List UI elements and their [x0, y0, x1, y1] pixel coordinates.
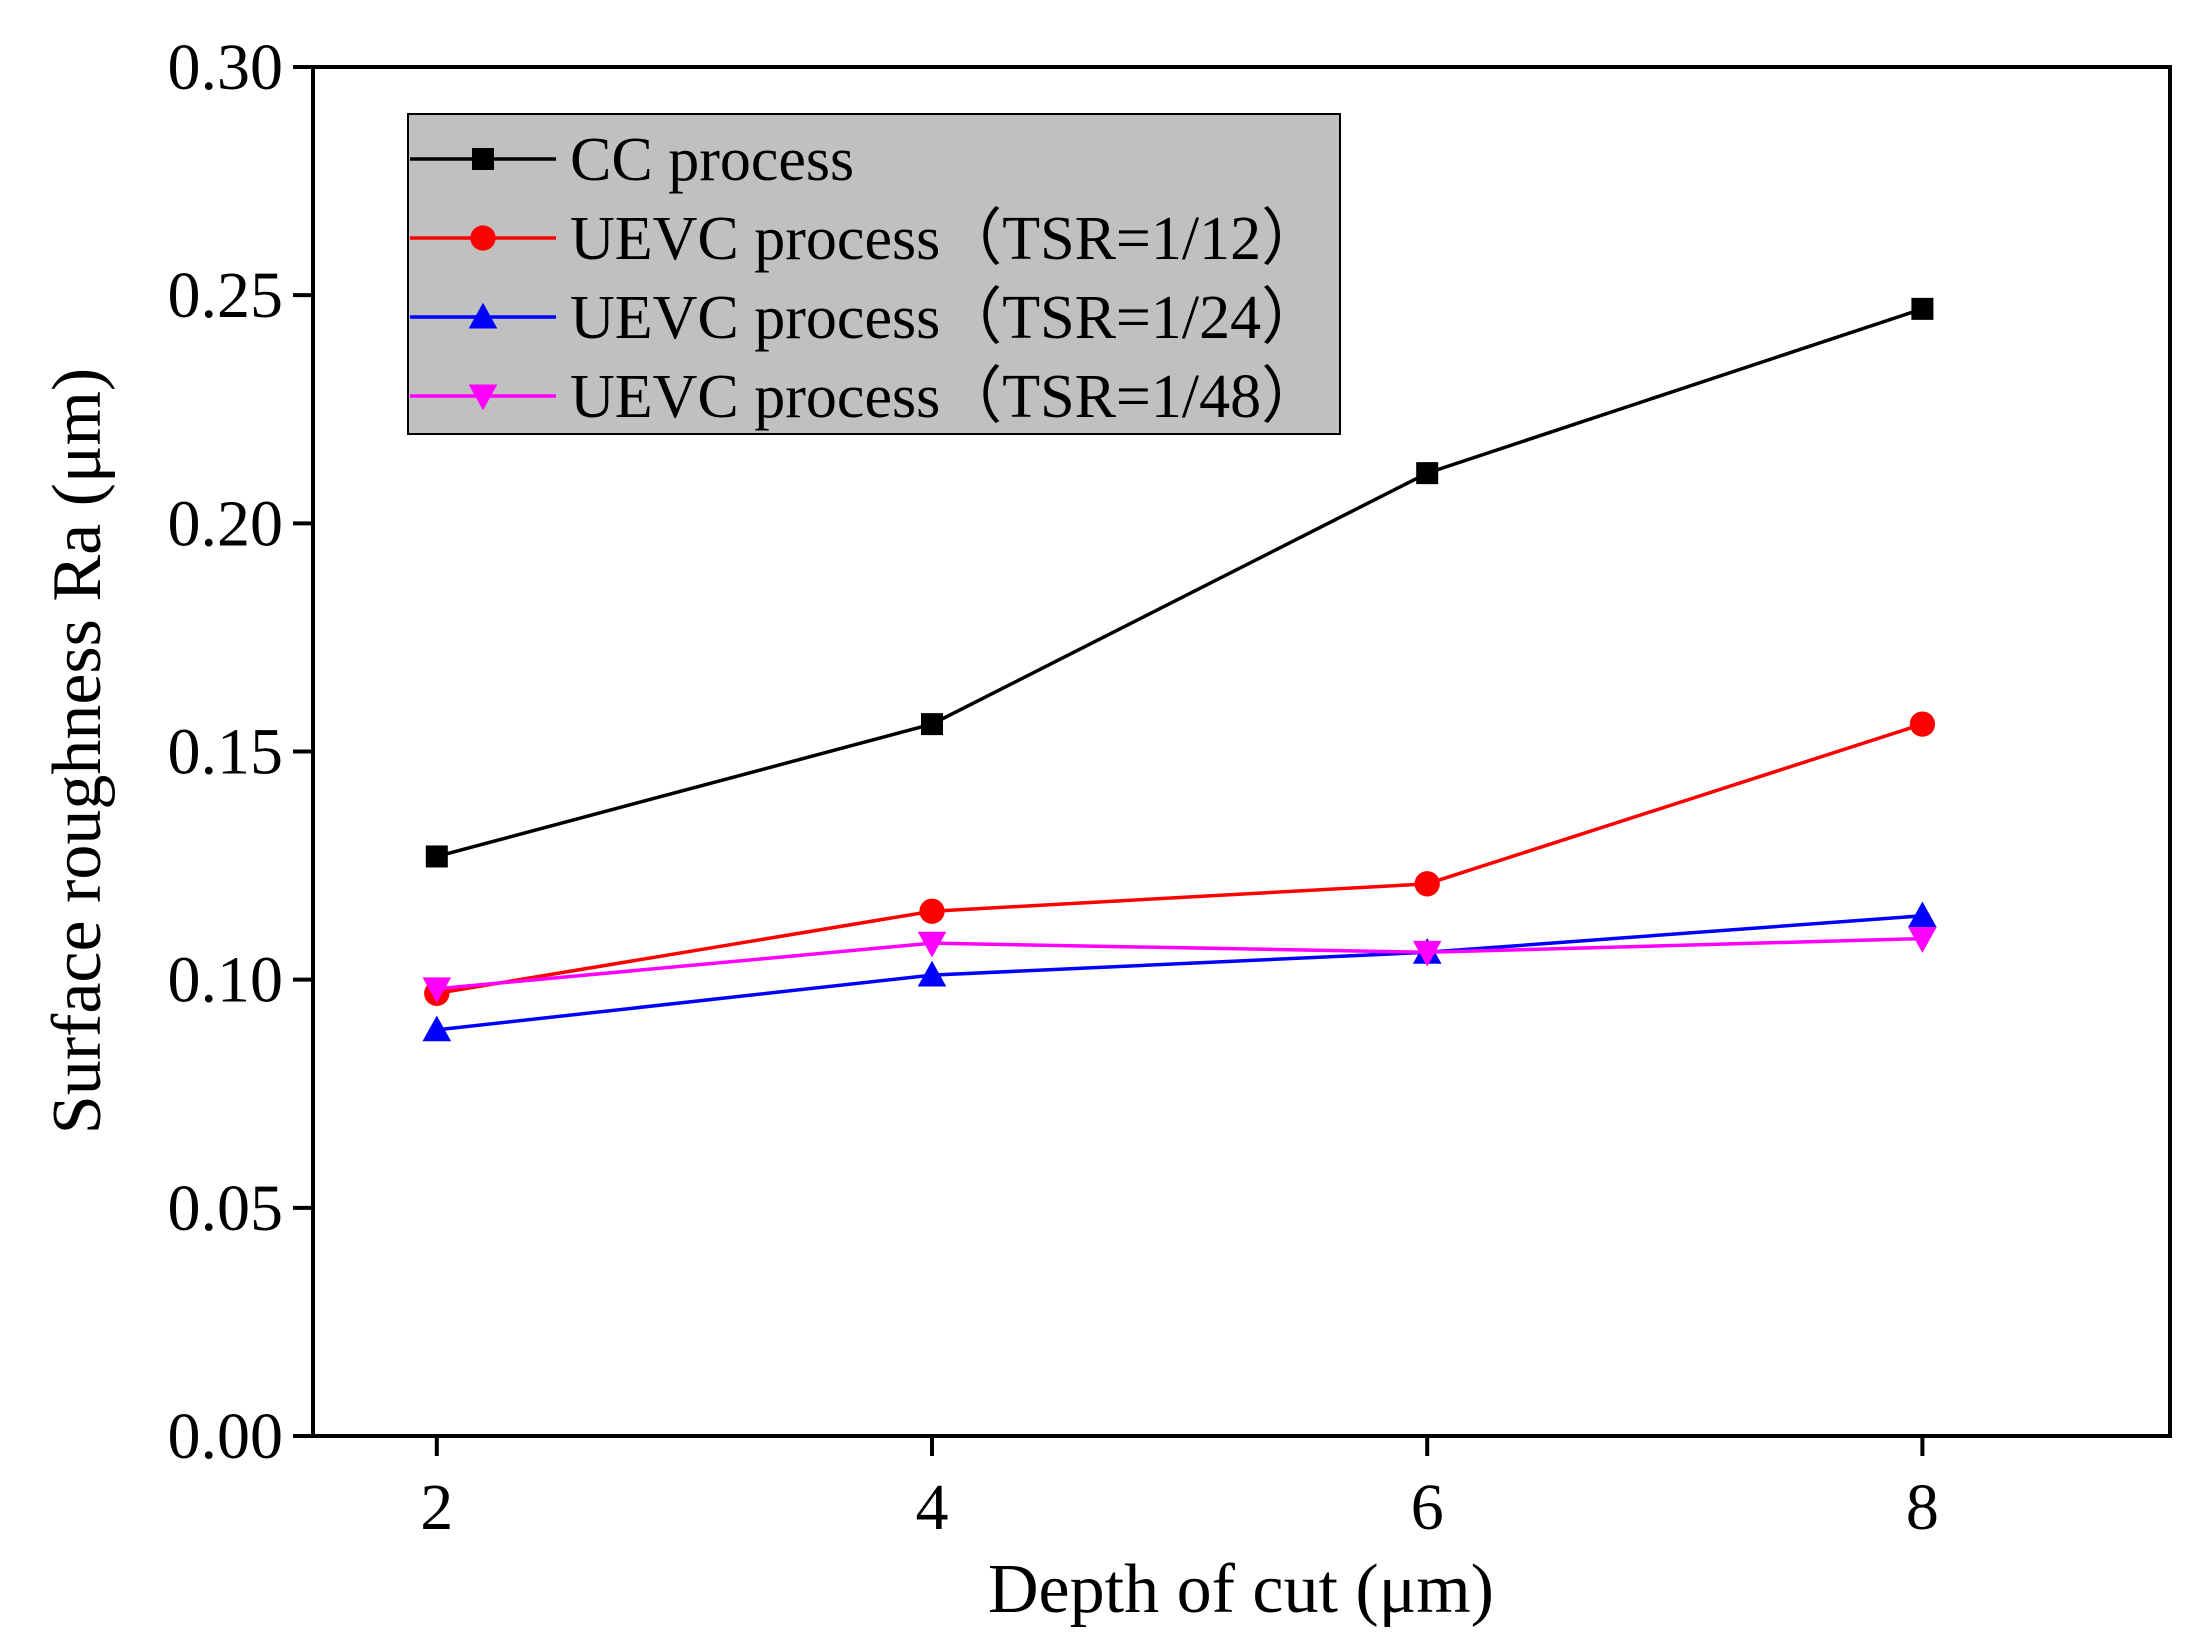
legend-swatch-marker	[472, 148, 494, 170]
y-tick-label: 0.10	[168, 944, 284, 1017]
x-tick-label: 2	[420, 1471, 453, 1544]
series-2-line	[436, 722, 1923, 996]
series-4-point	[917, 931, 947, 958]
series-3-point	[422, 1015, 452, 1042]
y-tick-label: 0.05	[168, 1172, 284, 1245]
legend-item-2: UEVC process（TSR=1/12）	[410, 205, 1323, 273]
series-2-point	[1909, 711, 1936, 737]
legend-box	[407, 113, 1341, 435]
y-tick-label: 0.15	[168, 716, 284, 789]
y-tick-label: 0.25	[168, 259, 284, 332]
series-layer	[422, 297, 1937, 1042]
x-axis-title: Depth of cut (μm)	[988, 1551, 1494, 1628]
legend-label: UEVC process（TSR=1/48）	[570, 363, 1323, 431]
series-1-point	[921, 713, 943, 736]
axes-layer: 0.00 0.05 0.10 0.15 0.20 0.25 0.30 2 4 6 8	[168, 31, 2172, 1544]
series-2-point	[1414, 871, 1440, 897]
legend-label: UEVC process（TSR=1/12）	[570, 205, 1323, 273]
x-tick-label: 6	[1411, 1471, 1444, 1544]
series-4-point	[1908, 927, 1937, 953]
series-4-point	[422, 977, 452, 1004]
series-3-point	[917, 960, 947, 987]
series-4-line	[436, 936, 1923, 991]
legend-swatch-marker	[468, 302, 498, 329]
y-tick-label: 0.30	[168, 31, 284, 104]
x-tick-label: 4	[916, 1471, 949, 1544]
series-1-point	[1416, 462, 1439, 485]
series-1	[425, 297, 1934, 868]
series-4-point	[1412, 940, 1442, 967]
series-1-point	[1911, 297, 1934, 320]
series-4	[422, 927, 1937, 1004]
series-2-point	[919, 898, 945, 924]
series-1-line	[436, 307, 1923, 859]
legend: CC process UEVC process（TSR=1/12） UEVC pro…	[407, 113, 1341, 435]
y-tick-label: 0.00	[168, 1400, 284, 1473]
y-tick-label: 0.20	[168, 487, 284, 560]
series-1-point	[425, 845, 448, 868]
y-axis-title: Surface roughness Ra (μm)	[39, 368, 116, 1134]
legend-item-1: CC process	[410, 126, 854, 194]
legend-item-3: UEVC process（TSR=1/24）	[410, 284, 1323, 352]
series-3-point	[1908, 901, 1937, 928]
legend-label: UEVC process（TSR=1/24）	[570, 284, 1323, 352]
x-tick-label: 8	[1906, 1471, 1939, 1544]
legend-swatch-marker	[470, 225, 496, 251]
legend-item-4: UEVC process（TSR=1/48）	[410, 363, 1323, 431]
legend-label: CC process	[570, 126, 854, 194]
legend-swatch-marker	[468, 384, 498, 411]
series-3-line	[436, 914, 1923, 1032]
